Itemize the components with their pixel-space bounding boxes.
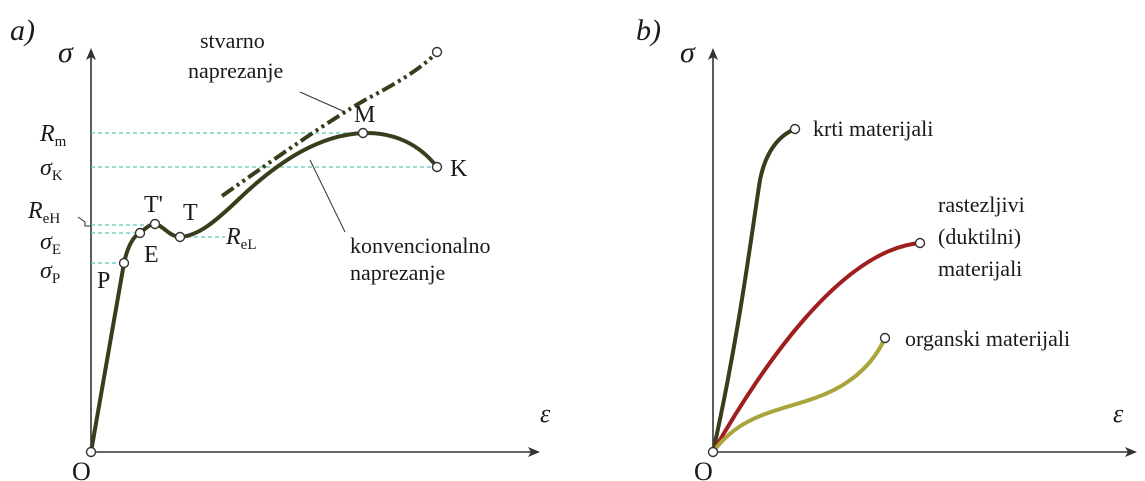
panel-a-tag: a): [10, 14, 35, 47]
panel-b: b) σ ε O krti materijali rastezljivi (du…: [636, 14, 1137, 481]
reh-leader: [77, 216, 91, 227]
true-stress-label-line1: stvarno: [200, 28, 265, 53]
ductile-end-marker: [914, 237, 926, 249]
sigma-p-label: σP: [40, 258, 60, 287]
point-e-label: E: [144, 242, 159, 268]
panel-a-point-markers: [85, 46, 443, 458]
point-tp-label: T': [144, 192, 163, 218]
conventional-curve: [89, 130, 439, 453]
panel-a-x-axis-label: ε: [540, 399, 551, 428]
sigma-e-label: σE: [40, 229, 61, 258]
sigma-k-label: σK: [40, 155, 63, 184]
ductile-label-line2: (duktilni): [938, 224, 1021, 249]
point-p-label: P: [97, 268, 110, 294]
panel-a: a) σ ε O: [10, 14, 551, 481]
true-stress-curve: [220, 50, 439, 198]
conventional-label-line1: konvencionalno: [350, 233, 491, 258]
brittle-curve: [711, 127, 796, 453]
ductile-curve: [711, 241, 921, 453]
panel-b-x-axis-label: ε: [1113, 399, 1124, 428]
panel-b-y-axis-label: σ: [680, 36, 696, 69]
point-e-marker: [134, 227, 146, 239]
point-p-marker: [118, 257, 130, 269]
organic-curve: [711, 337, 887, 454]
panel-b-origin-label: O: [694, 457, 713, 481]
origin-marker: [85, 446, 97, 458]
point-t-label: T: [183, 200, 198, 226]
point-k-label: K: [450, 156, 468, 182]
true-stress-leader: [299, 91, 346, 113]
conventional-leader: [309, 159, 346, 233]
ductile-label-line3: materijali: [938, 256, 1022, 281]
organic-end-marker: [879, 332, 891, 344]
panel-a-origin-label: O: [72, 457, 91, 481]
point-k-marker: [431, 161, 443, 173]
panel-a-y-axis-label: σ: [58, 36, 74, 69]
brittle-end-marker: [789, 123, 801, 135]
panel-b-point-markers: [707, 123, 926, 458]
panel-b-tag: b): [636, 14, 661, 47]
true-stress-end-marker: [431, 46, 443, 58]
point-m-label: M: [354, 102, 375, 128]
ductile-label-line1: rastezljivi: [938, 192, 1025, 217]
organic-label: organski materijali: [905, 326, 1070, 351]
point-m-marker: [357, 127, 369, 139]
reh-label: ReH: [27, 198, 60, 227]
rel-label: ReL: [225, 224, 257, 253]
rm-label: Rm: [39, 121, 67, 150]
true-stress-label-line2: naprezanje: [188, 58, 283, 83]
point-tp-marker: [149, 218, 161, 230]
point-t-marker: [174, 231, 186, 243]
panel-b-origin-marker: [707, 446, 719, 458]
brittle-label: krti materijali: [813, 116, 933, 141]
conventional-label-line2: naprezanje: [350, 260, 445, 285]
